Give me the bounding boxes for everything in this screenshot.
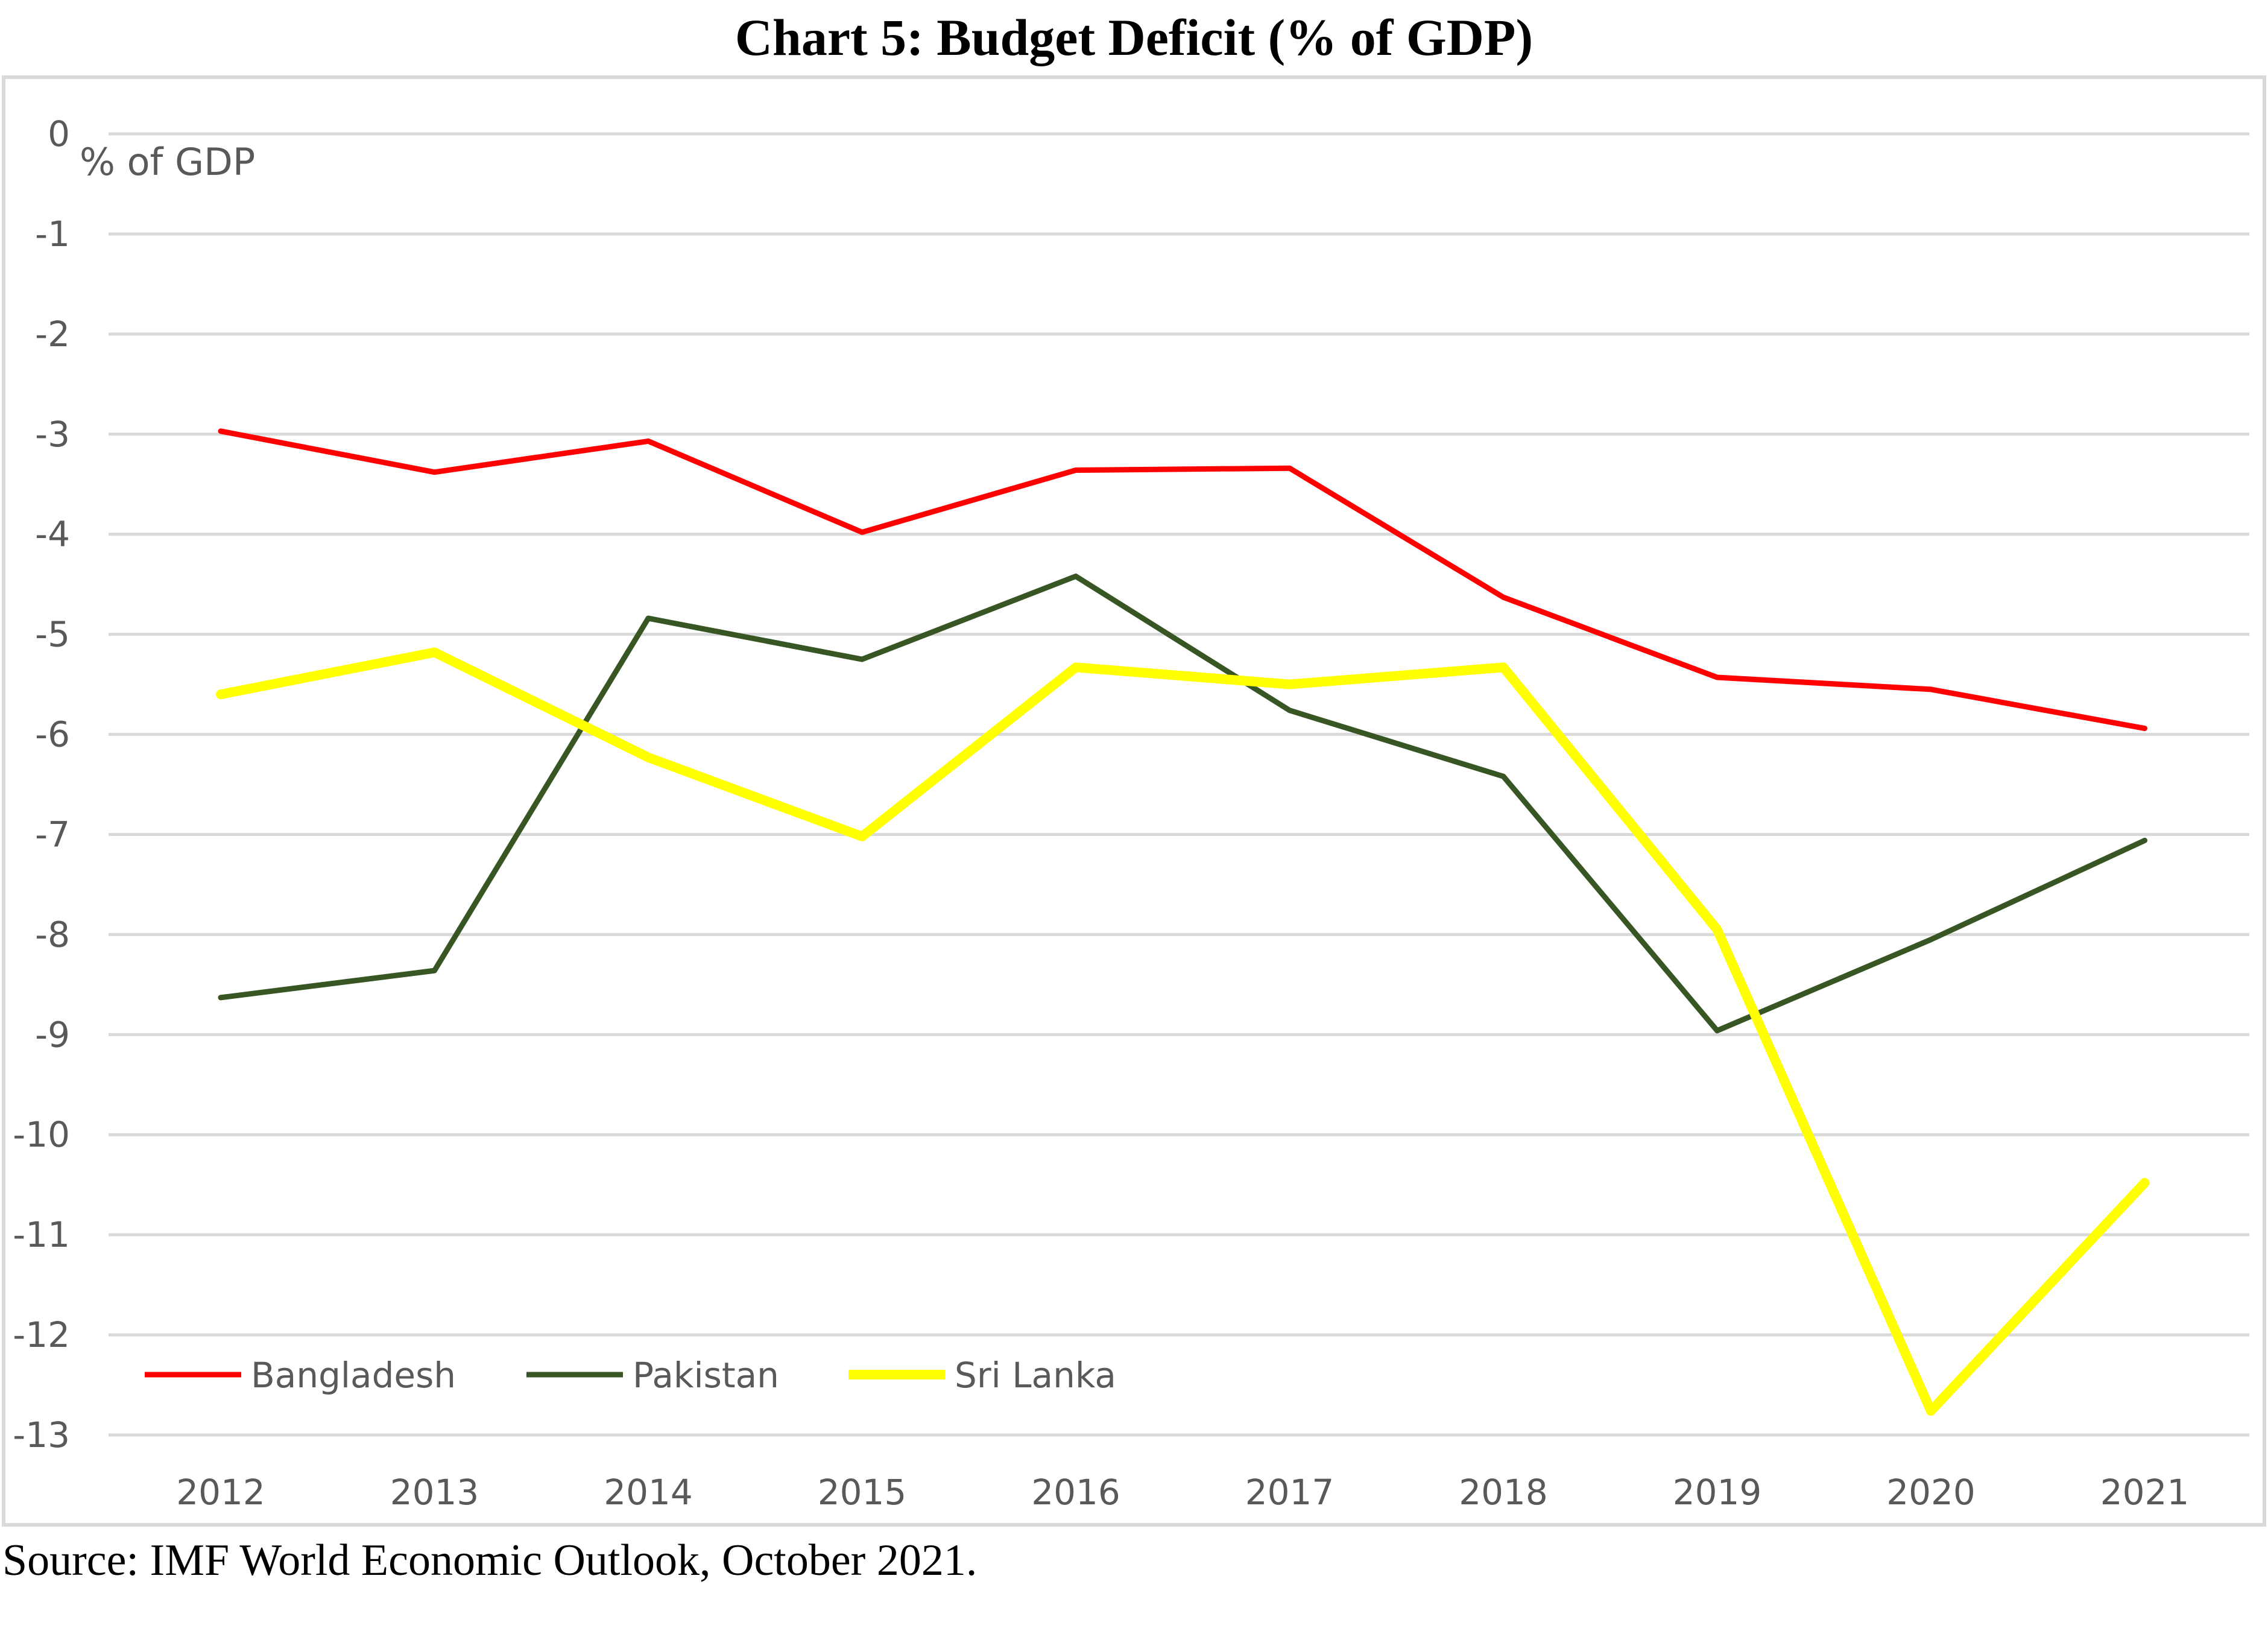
- y-tick-label: -6: [35, 714, 70, 755]
- x-tick-label: 2012: [176, 1472, 265, 1513]
- x-tick-label: 2019: [1673, 1472, 1762, 1513]
- x-tick-label: 2020: [1886, 1472, 1976, 1513]
- y-tick-label: -9: [35, 1014, 70, 1055]
- legend: Bangladesh Pakistan Sri Lanka: [145, 1355, 1116, 1396]
- y-axis-unit-label: % of GDP: [80, 140, 255, 184]
- source-note: Source: IMF World Economic Outlook, Octo…: [2, 1536, 978, 1585]
- y-tick-label: -11: [13, 1214, 70, 1255]
- plot-frame: [2, 75, 2266, 1527]
- y-tick-label: -13: [13, 1414, 70, 1455]
- legend-label-pakistan: Pakistan: [633, 1355, 779, 1396]
- x-tick-label: 2013: [390, 1472, 479, 1513]
- y-tick-label: -3: [35, 414, 70, 455]
- x-tick-label: 2021: [2100, 1472, 2190, 1513]
- x-tick-label: 2017: [1245, 1472, 1335, 1513]
- y-tick-label: 0: [48, 113, 70, 154]
- x-tick-label: 2014: [604, 1472, 693, 1513]
- y-axis-ticks: 0 -1 -2 -3 -4 -5 -6 -7 -8 -9 -10 -11 -12 -13: [13, 113, 70, 1455]
- y-tick-label: -8: [35, 914, 70, 955]
- series-lines: [216, 428, 2150, 1416]
- x-tick-label: 2016: [1031, 1472, 1120, 1513]
- y-tick-label: -10: [13, 1114, 70, 1155]
- gridlines: [109, 132, 2249, 1437]
- x-tick-label: 2015: [818, 1472, 907, 1513]
- y-tick-label: -7: [35, 814, 70, 855]
- x-tick-label: 2018: [1459, 1472, 1548, 1513]
- legend-label-bangladesh: Bangladesh: [251, 1355, 456, 1396]
- series-line-pakistan: [218, 573, 2147, 1034]
- chart-title: Chart 5: Budget Deficit (% of GDP): [734, 8, 1534, 66]
- y-tick-label: -12: [13, 1314, 70, 1355]
- y-tick-label: -2: [35, 314, 70, 355]
- series-line-bangladesh: [218, 428, 2147, 732]
- series-line-sri-lanka: [216, 647, 2150, 1416]
- legend-label-sri-lanka: Sri Lanka: [955, 1355, 1116, 1396]
- x-axis-ticks: 2012 2013 2014 2015 2016 2017 2018 2019 2020 2021: [176, 1472, 2189, 1513]
- y-tick-label: -5: [35, 614, 70, 655]
- y-tick-label: -1: [35, 214, 70, 255]
- y-tick-label: -4: [35, 514, 70, 555]
